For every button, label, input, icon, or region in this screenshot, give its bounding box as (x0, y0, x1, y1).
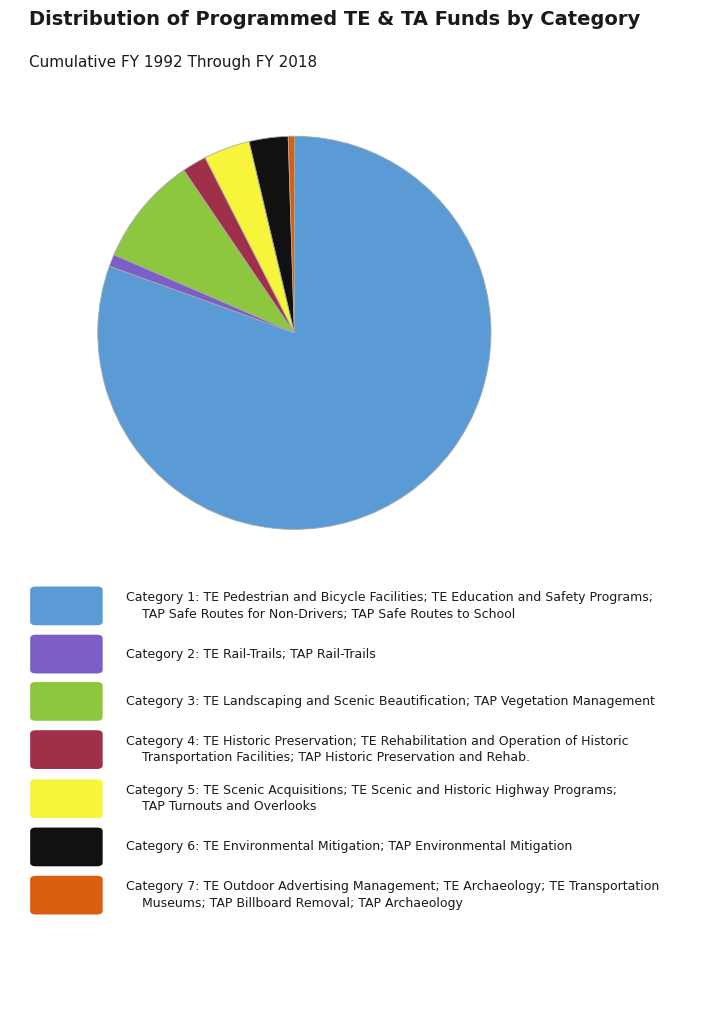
FancyBboxPatch shape (30, 635, 103, 674)
Text: Category 5: TE Scenic Acquisitions; TE Scenic and Historic Highway Programs;
   : Category 5: TE Scenic Acquisitions; TE S… (126, 784, 617, 813)
FancyBboxPatch shape (30, 779, 103, 818)
FancyBboxPatch shape (30, 876, 103, 914)
Text: Category 6: TE Environmental Mitigation; TAP Environmental Mitigation: Category 6: TE Environmental Mitigation;… (126, 841, 572, 853)
Wedge shape (288, 136, 294, 333)
FancyBboxPatch shape (30, 587, 103, 626)
Wedge shape (114, 170, 294, 333)
Text: Category 3: TE Landscaping and Scenic Beautification; TAP Vegetation Management: Category 3: TE Landscaping and Scenic Be… (126, 695, 655, 708)
FancyBboxPatch shape (30, 730, 103, 769)
Wedge shape (184, 158, 294, 333)
Text: Category 2: TE Rail-Trails; TAP Rail-Trails: Category 2: TE Rail-Trails; TAP Rail-Tra… (126, 647, 376, 660)
Wedge shape (98, 136, 491, 529)
FancyBboxPatch shape (30, 682, 103, 721)
Text: Distribution of Programmed TE & TA Funds by Category: Distribution of Programmed TE & TA Funds… (29, 10, 640, 30)
Wedge shape (205, 141, 294, 333)
Wedge shape (249, 136, 294, 333)
Text: Category 4: TE Historic Preservation; TE Rehabilitation and Operation of Histori: Category 4: TE Historic Preservation; TE… (126, 735, 628, 764)
FancyBboxPatch shape (30, 827, 103, 866)
Wedge shape (109, 255, 294, 333)
Text: Category 1: TE Pedestrian and Bicycle Facilities; TE Education and Safety Progra: Category 1: TE Pedestrian and Bicycle Fa… (126, 591, 653, 621)
Text: Cumulative FY 1992 Through FY 2018: Cumulative FY 1992 Through FY 2018 (29, 54, 317, 70)
Text: Category 7: TE Outdoor Advertising Management; TE Archaeology; TE Transportation: Category 7: TE Outdoor Advertising Manag… (126, 881, 659, 910)
